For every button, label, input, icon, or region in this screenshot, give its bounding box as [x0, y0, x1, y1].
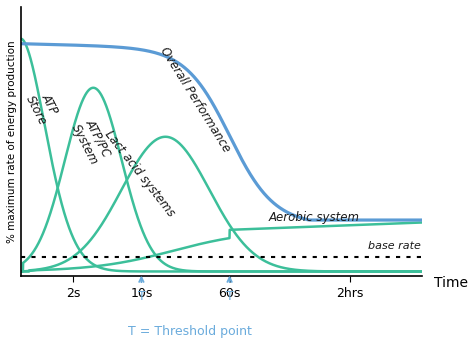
- Text: Aerobic system: Aerobic system: [268, 211, 359, 224]
- Text: Lact acid systems: Lact acid systems: [102, 128, 177, 219]
- Text: Time: Time: [434, 276, 468, 290]
- Text: T = Threshold point: T = Threshold point: [128, 325, 251, 338]
- Text: Overall Performance: Overall Performance: [158, 45, 233, 155]
- Y-axis label: % maximum rate of energy production: % maximum rate of energy production: [7, 40, 17, 243]
- Text: base rate: base rate: [367, 241, 420, 251]
- Text: T: T: [226, 290, 234, 303]
- Text: ATP/PC
System: ATP/PC System: [69, 116, 114, 168]
- Text: T: T: [137, 290, 145, 303]
- Text: ATP
Store: ATP Store: [24, 87, 63, 128]
